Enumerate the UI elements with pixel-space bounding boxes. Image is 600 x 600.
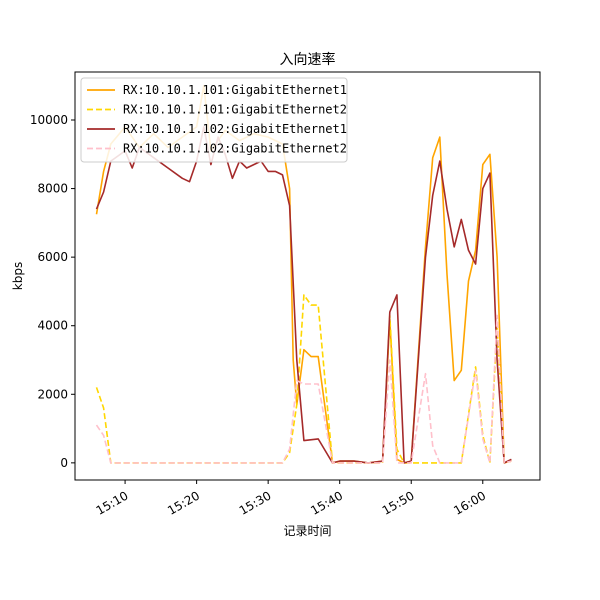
legend-label-4: RX:10.10.1.102:GigabitEthernet2 bbox=[123, 142, 347, 156]
plot-frame bbox=[74, 71, 541, 481]
legend-label-1: RX:10.10.1.101:GigabitEthernet1 bbox=[123, 83, 347, 97]
y-tick-label: 10000 bbox=[30, 113, 68, 127]
legend-label-3: RX:10.10.1.102:GigabitEthernet1 bbox=[123, 122, 347, 136]
y-axis: 0 2000 4000 6000 8000 10000 bbox=[30, 113, 75, 470]
y-tick-label: 0 bbox=[60, 456, 68, 470]
y-tick-label: 4000 bbox=[37, 319, 68, 333]
series-line-4 bbox=[95, 314, 512, 464]
legend-box bbox=[80, 77, 348, 163]
legend-label-2: RX:10.10.1.101:GigabitEthernet2 bbox=[123, 103, 347, 117]
y-tick-label: 6000 bbox=[37, 250, 68, 264]
chart-title: 入向速率 bbox=[280, 51, 336, 68]
y-axis-label: kbps bbox=[11, 262, 25, 290]
y-tick-label: 2000 bbox=[37, 387, 68, 401]
y-tick-label: 8000 bbox=[37, 182, 68, 196]
legend: RX:10.10.1.101:GigabitEthernet1 RX:10.10.… bbox=[80, 77, 348, 163]
x-axis-label: 记录时间 bbox=[283, 524, 331, 538]
series-line-3 bbox=[95, 126, 512, 464]
